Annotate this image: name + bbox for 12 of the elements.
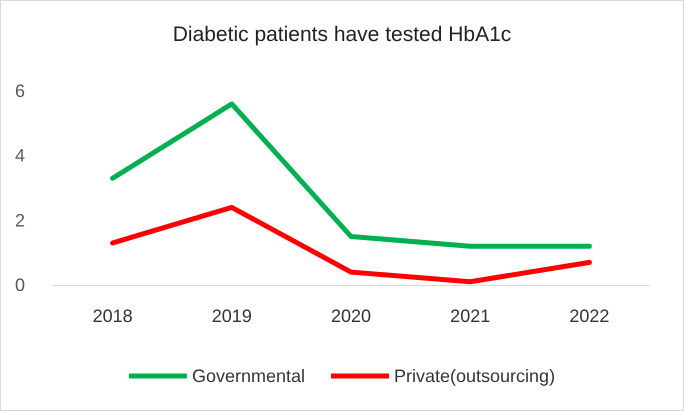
chart-title: Diabetic patients have tested HbA1c [172, 23, 512, 46]
x-tick-label: 2021 [450, 306, 490, 326]
y-tick-label: 2 [14, 210, 25, 230]
y-tick-label: 0 [14, 275, 25, 295]
x-tick-label: 2022 [569, 306, 610, 326]
y-tick-label: 4 [14, 146, 25, 166]
x-tick-label: 2019 [212, 306, 252, 326]
legend-label: Governmental [192, 366, 305, 386]
x-tick-label: 2020 [330, 306, 372, 326]
x-tick-label: 2018 [92, 306, 133, 326]
y-tick-label: 6 [14, 81, 25, 101]
legend-label: Private(outsourcing) [394, 366, 556, 386]
